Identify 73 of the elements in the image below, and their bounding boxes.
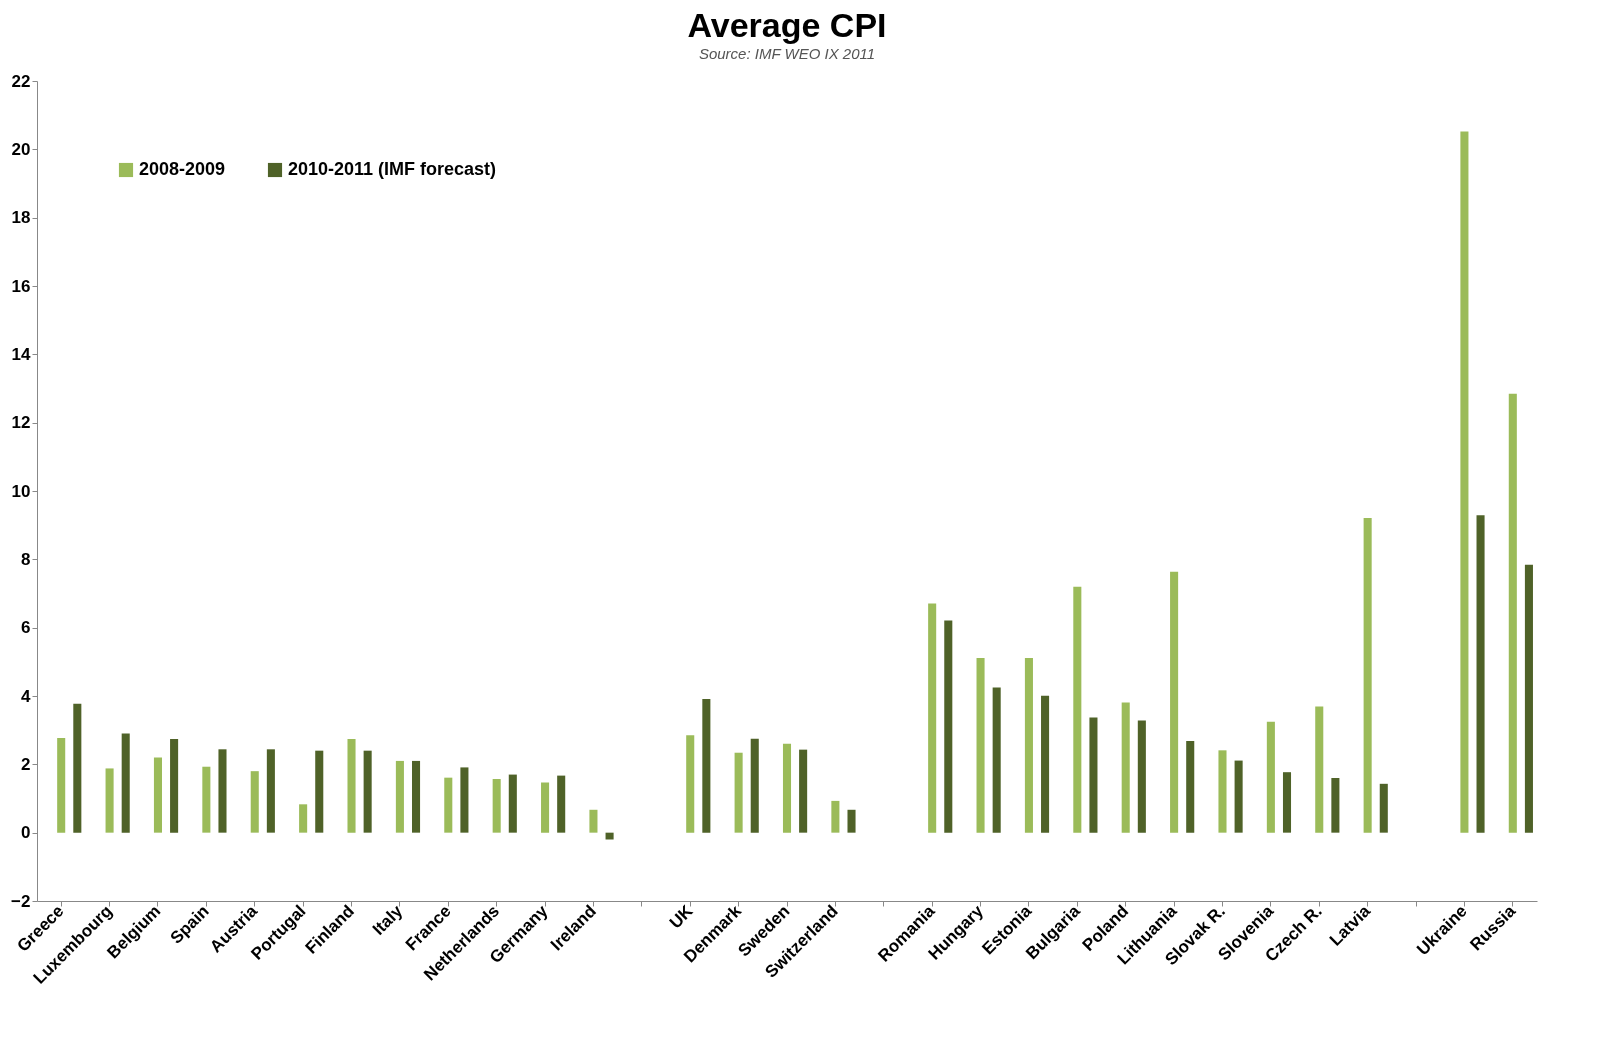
bar [734, 752, 743, 833]
y-tick-label: 2 [21, 754, 31, 774]
y-tick-label: 18 [11, 208, 31, 228]
bar [944, 620, 953, 833]
bar [299, 804, 308, 833]
bar [153, 757, 162, 833]
bar [202, 766, 211, 833]
bar [250, 771, 259, 833]
bar [347, 739, 356, 833]
y-tick-label: 16 [11, 276, 31, 296]
bar [1137, 720, 1146, 833]
bar [1186, 741, 1195, 833]
bar [1024, 658, 1033, 833]
bar [315, 750, 324, 833]
bar [799, 749, 808, 833]
bar [1282, 772, 1292, 833]
chart-title: Average CPI [687, 6, 887, 44]
bar [686, 735, 695, 833]
bar [363, 750, 372, 833]
bar [605, 832, 614, 840]
bar [1170, 571, 1179, 833]
bar [57, 738, 66, 833]
bar [444, 777, 453, 833]
bar [847, 809, 856, 833]
bar [412, 760, 421, 833]
y-tick-label: 20 [11, 139, 31, 159]
bar [1089, 717, 1098, 833]
y-tick-label: 10 [11, 481, 31, 501]
y-tick-label: 6 [21, 618, 31, 638]
bar [928, 603, 937, 833]
bar [1460, 131, 1469, 833]
source-note: Source: IMF WEO IX 2011 [698, 45, 876, 62]
bar [1524, 564, 1533, 833]
legend-label: 2010-2011 (IMF forecast) [288, 159, 497, 179]
bar [557, 775, 566, 833]
bar [395, 760, 404, 833]
y-tick-label: 14 [11, 344, 32, 364]
bar [1363, 517, 1372, 833]
bar [218, 749, 227, 833]
legend-label: 2008-2009 [139, 159, 226, 179]
bar [105, 768, 114, 833]
bar [1315, 706, 1324, 833]
bar [976, 658, 985, 833]
bar [1476, 515, 1485, 833]
bar [541, 782, 550, 833]
bar [750, 738, 759, 833]
bar [589, 809, 598, 833]
bar [266, 749, 275, 833]
bar [1041, 695, 1050, 833]
bar [1508, 393, 1517, 833]
bar [1266, 721, 1275, 833]
bar [121, 733, 130, 833]
bar [508, 774, 517, 833]
bar [831, 800, 840, 833]
bar [170, 739, 179, 833]
bar [992, 687, 1001, 833]
y-tick-label: 22 [11, 71, 31, 91]
bar [782, 743, 792, 833]
bar [1379, 783, 1388, 833]
bar [73, 703, 82, 833]
bar [1331, 778, 1340, 833]
bar [702, 699, 711, 833]
y-tick-label: 0 [21, 823, 31, 843]
bar [1121, 702, 1130, 833]
y-tick-label: 4 [21, 686, 32, 706]
bar [492, 779, 501, 833]
y-tick-label: 8 [21, 549, 31, 569]
bar [1218, 750, 1227, 833]
bar [1073, 586, 1082, 833]
bar [1234, 760, 1243, 833]
bar [460, 767, 469, 833]
y-tick-label: 12 [11, 413, 31, 433]
y-tick-label: −2 [11, 891, 31, 911]
